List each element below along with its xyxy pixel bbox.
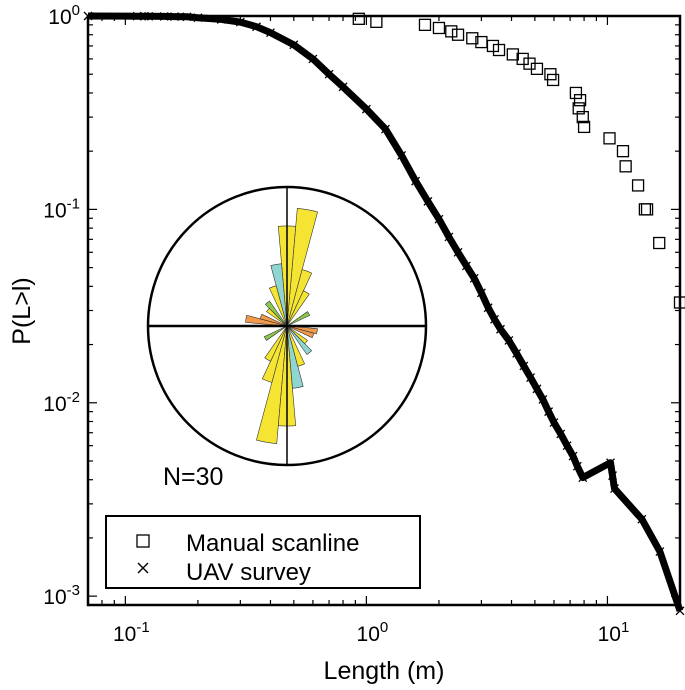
- scanline-point: [572, 102, 585, 115]
- x-tick-label: 10-1: [113, 619, 150, 646]
- rose-inset: N=30: [146, 185, 428, 491]
- legend-label-manual-scanline: Manual scanline: [186, 530, 359, 557]
- legend-marker-square: [136, 534, 150, 548]
- scanline-point: [569, 86, 583, 100]
- tick-labels: 10-1 100 101 10-3 10-2 10-1 100: [43, 2, 629, 646]
- plot-frame: [86, 14, 682, 607]
- rose-count-label: N=30: [163, 463, 223, 491]
- scanline-point: [576, 110, 589, 124]
- x-tick-label: 100: [357, 619, 389, 646]
- scanline-point: [370, 15, 383, 28]
- y-tick-label: 10-3: [43, 582, 80, 609]
- scanline-point: [432, 21, 446, 35]
- scanline-point: [352, 12, 365, 25]
- scanline-point: [530, 62, 544, 75]
- scanline-point: [445, 25, 458, 38]
- scanline-point: [619, 160, 632, 173]
- rose-petal: [264, 300, 288, 327]
- y-axis-label: P(L>l): [8, 277, 36, 344]
- legend-label-uav-survey: UAV survey: [186, 559, 311, 586]
- x-tick-label: 101: [598, 619, 630, 646]
- scanline-point: [492, 43, 506, 57]
- y-tick-label: 10-1: [43, 195, 80, 222]
- rose-petal: [286, 269, 313, 327]
- rose-petal: [286, 325, 313, 355]
- scanline-point: [603, 132, 616, 145]
- uav-dense-curve: [87, 12, 684, 612]
- scanline-point: [546, 73, 560, 87]
- scanline-point: [506, 48, 519, 61]
- rose-petal: [286, 290, 310, 327]
- scanline-point: [516, 52, 529, 66]
- rose-petal: [263, 325, 288, 341]
- scanline-point: [616, 145, 630, 158]
- rose-petal: [264, 325, 288, 362]
- scanline-point: [640, 203, 654, 216]
- legend-marker-x: [137, 562, 149, 574]
- rose-petal: [286, 325, 315, 339]
- scanline-point: [573, 94, 587, 107]
- rose-petal: [269, 285, 288, 327]
- y-tick-label: 100: [48, 2, 80, 29]
- legend: Manual scanline UAV survey: [105, 515, 421, 589]
- legend-box: [105, 515, 421, 589]
- scanline-point: [466, 32, 479, 45]
- scanline-point: [418, 18, 432, 31]
- rose-petal: [286, 325, 305, 367]
- rose-petal: [286, 311, 311, 327]
- scanline-point: [631, 179, 645, 192]
- scanline-point: [653, 236, 666, 250]
- rose-petal: [261, 325, 288, 383]
- scanline-point: [577, 120, 591, 134]
- rose-petal: [259, 313, 288, 327]
- y-tick-label: 10-2: [43, 389, 80, 416]
- x-axis-label: Length (m): [324, 657, 445, 685]
- scanline-point: [451, 28, 465, 41]
